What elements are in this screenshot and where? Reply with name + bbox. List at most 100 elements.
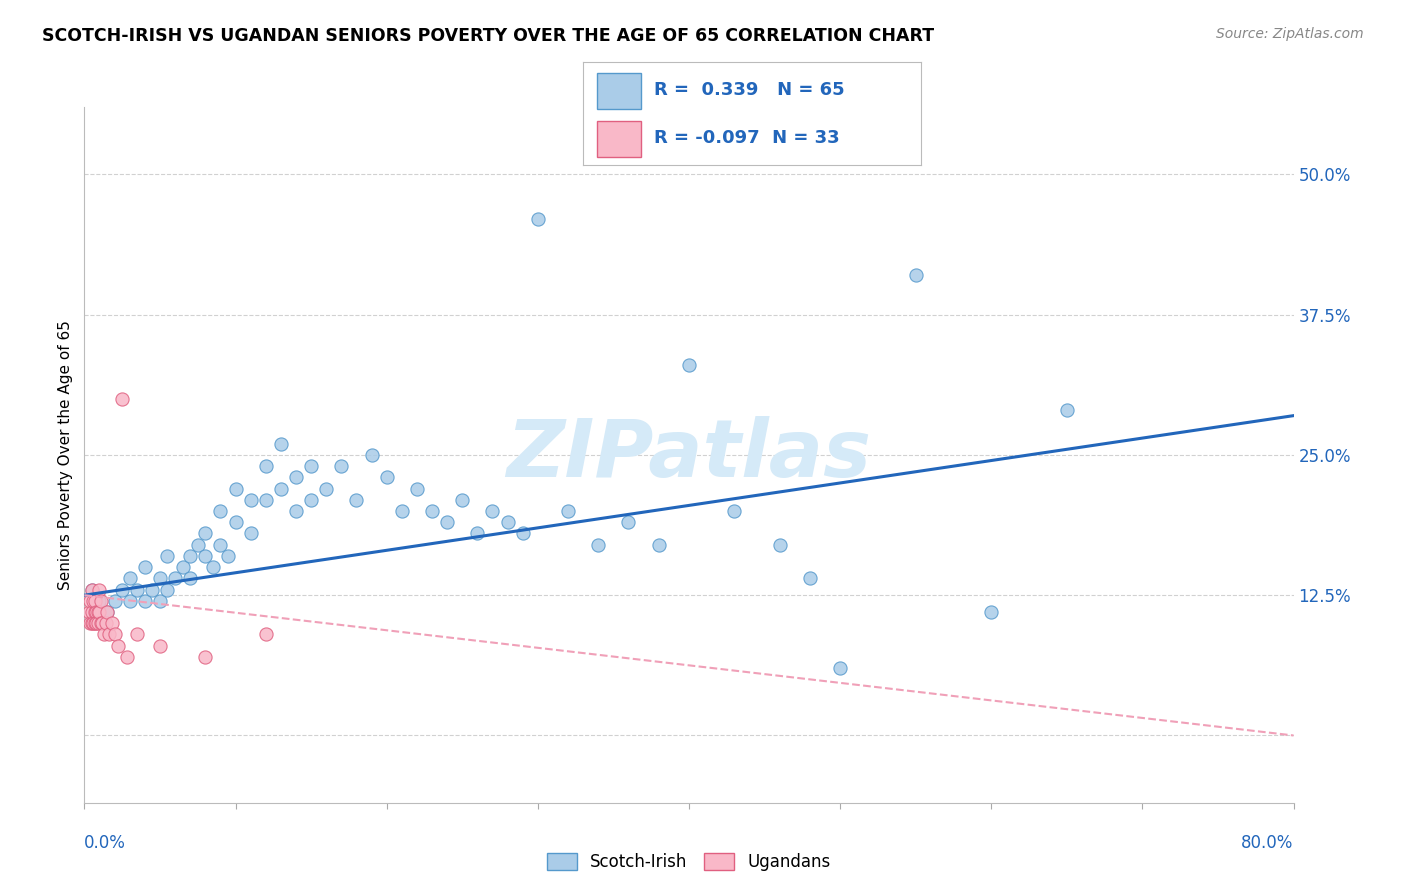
Point bbox=[299, 459, 322, 474]
Text: 80.0%: 80.0% bbox=[1241, 834, 1294, 852]
Point bbox=[127, 582, 149, 597]
Point bbox=[904, 268, 927, 283]
Point bbox=[115, 649, 138, 664]
Point bbox=[481, 504, 503, 518]
Point bbox=[80, 605, 103, 619]
Point bbox=[89, 582, 111, 597]
Point bbox=[284, 504, 308, 518]
Point bbox=[194, 549, 217, 563]
Point bbox=[270, 482, 292, 496]
Point bbox=[86, 605, 108, 619]
Point bbox=[107, 639, 129, 653]
Point bbox=[225, 515, 247, 529]
Point bbox=[496, 515, 519, 529]
Point bbox=[172, 560, 194, 574]
Point bbox=[451, 492, 474, 507]
Point bbox=[134, 594, 156, 608]
Point bbox=[588, 538, 610, 552]
Point bbox=[436, 515, 458, 529]
Point bbox=[254, 459, 277, 474]
Point bbox=[217, 549, 239, 563]
Point bbox=[149, 571, 172, 585]
Point bbox=[980, 605, 1002, 619]
Point bbox=[90, 594, 112, 608]
Point bbox=[118, 594, 141, 608]
Point bbox=[97, 627, 120, 641]
Point bbox=[84, 594, 107, 608]
Point bbox=[1056, 403, 1078, 417]
Point bbox=[149, 639, 172, 653]
Point bbox=[330, 459, 353, 474]
Point bbox=[134, 560, 156, 574]
Point bbox=[87, 616, 110, 631]
Text: SCOTCH-IRISH VS UGANDAN SENIORS POVERTY OVER THE AGE OF 65 CORRELATION CHART: SCOTCH-IRISH VS UGANDAN SENIORS POVERTY … bbox=[42, 27, 935, 45]
Point bbox=[769, 538, 792, 552]
Point bbox=[512, 526, 534, 541]
Point bbox=[94, 616, 117, 631]
Point bbox=[86, 616, 108, 631]
Point bbox=[156, 582, 179, 597]
Bar bbox=[598, 73, 641, 109]
Point bbox=[406, 482, 429, 496]
Text: ZIPatlas: ZIPatlas bbox=[506, 416, 872, 494]
Point bbox=[127, 627, 149, 641]
Point bbox=[557, 504, 579, 518]
Point bbox=[270, 436, 292, 450]
Point bbox=[104, 627, 127, 641]
Point bbox=[89, 594, 111, 608]
Point bbox=[149, 594, 172, 608]
Point bbox=[79, 616, 101, 631]
Point bbox=[93, 627, 115, 641]
Point bbox=[360, 448, 382, 462]
Point bbox=[209, 538, 232, 552]
Text: 0.0%: 0.0% bbox=[84, 834, 127, 852]
Point bbox=[82, 594, 104, 608]
Point bbox=[82, 616, 104, 631]
Point bbox=[647, 538, 671, 552]
Point bbox=[111, 392, 134, 406]
Point bbox=[467, 526, 489, 541]
Point bbox=[723, 504, 745, 518]
Point bbox=[111, 582, 134, 597]
Point bbox=[96, 605, 118, 619]
Bar bbox=[598, 121, 641, 157]
Point bbox=[118, 571, 141, 585]
Point bbox=[299, 492, 322, 507]
Point bbox=[420, 504, 443, 518]
Point bbox=[179, 549, 201, 563]
Point bbox=[80, 616, 103, 631]
Point bbox=[799, 571, 821, 585]
Point bbox=[209, 504, 232, 518]
Point bbox=[391, 504, 413, 518]
Point bbox=[79, 594, 101, 608]
Point bbox=[87, 605, 110, 619]
Point bbox=[201, 560, 224, 574]
Point bbox=[179, 571, 201, 585]
Point bbox=[194, 649, 217, 664]
Text: R =  0.339   N = 65: R = 0.339 N = 65 bbox=[654, 81, 845, 99]
Point bbox=[239, 526, 262, 541]
Point bbox=[96, 605, 118, 619]
Point bbox=[225, 482, 247, 496]
Point bbox=[254, 627, 277, 641]
Point bbox=[80, 582, 103, 597]
Point bbox=[617, 515, 640, 529]
Point bbox=[315, 482, 337, 496]
Point bbox=[80, 582, 103, 597]
Point bbox=[239, 492, 262, 507]
Point bbox=[163, 571, 186, 585]
Point bbox=[141, 582, 163, 597]
Point bbox=[284, 470, 308, 484]
Legend: Scotch-Irish, Ugandans: Scotch-Irish, Ugandans bbox=[540, 847, 838, 878]
Text: R = -0.097  N = 33: R = -0.097 N = 33 bbox=[654, 129, 839, 147]
Point bbox=[678, 358, 700, 372]
Point bbox=[156, 549, 179, 563]
Point bbox=[90, 616, 112, 631]
Point bbox=[830, 661, 852, 675]
Point bbox=[346, 492, 368, 507]
Text: Source: ZipAtlas.com: Source: ZipAtlas.com bbox=[1216, 27, 1364, 41]
Point bbox=[526, 212, 548, 227]
Point bbox=[187, 538, 209, 552]
Point bbox=[84, 605, 107, 619]
Point bbox=[91, 616, 114, 631]
